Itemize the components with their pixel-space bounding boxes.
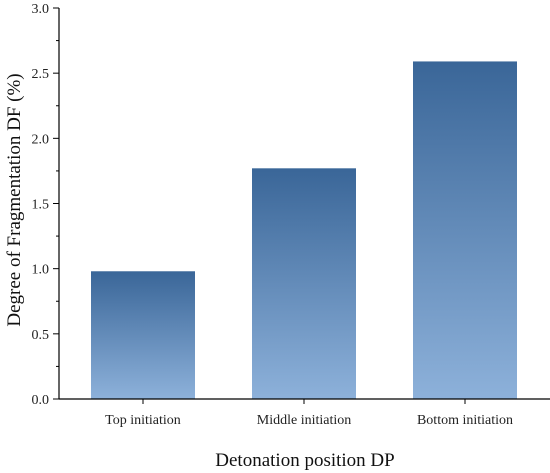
y-axis-title: Degree of Fragmentation DF (%) (4, 73, 25, 326)
x-axis-title: Detonation position DP (215, 450, 394, 471)
y-tick-label: 0.0 (32, 393, 50, 408)
y-tick-label: 3.0 (32, 2, 50, 17)
y-tick-label: 0.5 (32, 328, 50, 343)
x-tick-label: Middle initiation (257, 413, 352, 428)
y-ticks-group: 0.0 0.5 1.0 1.5 2.0 2.5 3.0 (32, 2, 59, 408)
bar-top-initiation (91, 271, 195, 399)
bar-middle-initiation (252, 168, 356, 399)
x-ticks-group: Top initiation Middle initiation Bottom in… (105, 399, 513, 428)
y-tick-label: 1.5 (32, 198, 50, 213)
x-tick-label: Top initiation (105, 413, 181, 428)
y-tick-label: 2.5 (32, 67, 50, 82)
bar-bottom-initiation (413, 61, 517, 399)
y-tick-label: 2.0 (32, 132, 50, 147)
bars-group (91, 61, 517, 399)
y-tick-label: 1.0 (32, 263, 50, 278)
x-tick-label: Bottom initiation (417, 413, 513, 428)
